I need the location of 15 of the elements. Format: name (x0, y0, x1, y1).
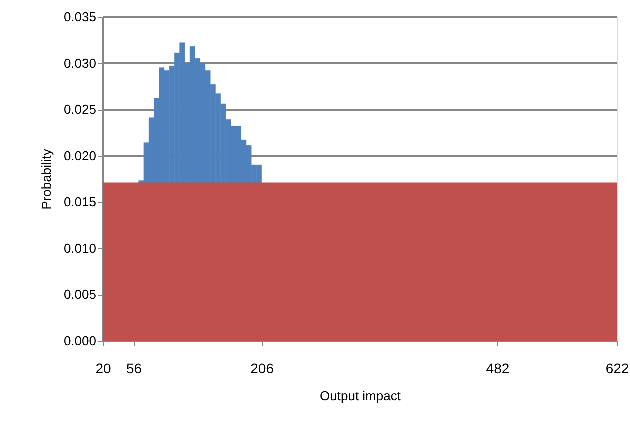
y-tick-label: 0.025 (64, 102, 96, 118)
y-axis-title: Probability (38, 148, 54, 210)
y-tick-label: 0.010 (64, 240, 96, 256)
y-tick-label: 0.000 (64, 334, 96, 348)
x-tick-label: 206 (250, 360, 274, 376)
x-tick-label: 20 (96, 360, 112, 376)
y-tick-label: 0.020 (64, 148, 96, 164)
y-tick-label: 0.035 (64, 10, 96, 24)
y-tick-label: 0.030 (64, 56, 96, 71)
x-axis-title: Output impact (320, 388, 402, 404)
y-tick-label: 0.015 (64, 194, 96, 210)
y-tick-label: 0.005 (64, 287, 96, 302)
x-tick-label: 482 (486, 360, 510, 376)
x-tick-label: 622 (606, 360, 630, 376)
x-tick-label: 56 (126, 360, 142, 376)
